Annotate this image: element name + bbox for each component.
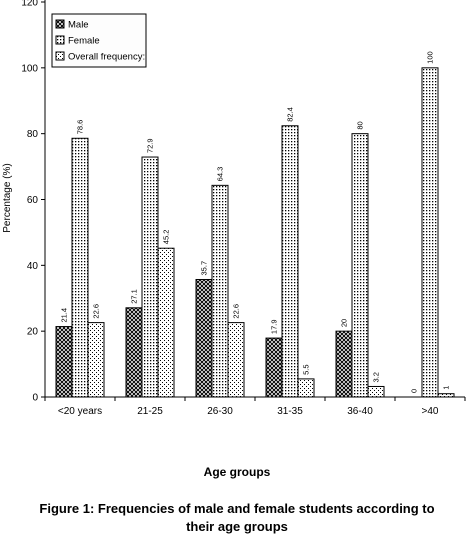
bar-value-label: 78.6 — [76, 120, 85, 135]
bar-value-label: 100 — [426, 51, 435, 64]
bar-value-label: 35.7 — [200, 261, 209, 276]
x-tick-label: 31-35 — [277, 406, 303, 417]
bar-value-label: 72.9 — [146, 138, 155, 153]
bar-value-label: 22.6 — [232, 304, 241, 319]
bar-value-label: 17.9 — [270, 319, 279, 334]
y-tick-label: 120 — [21, 0, 38, 9]
legend-entry: Male — [68, 20, 89, 31]
x-tick-label: 26-30 — [207, 406, 233, 417]
legend: Male Female Overall frequency: — [51, 13, 147, 68]
bars — [55, 67, 455, 398]
x-tick-label: <20 years — [58, 406, 102, 417]
x-tick-label: >40 — [422, 406, 439, 417]
bar-value-label: 3.2 — [372, 372, 381, 382]
legend-swatch — [55, 35, 65, 45]
bar-value-label: 1 — [442, 386, 451, 390]
bar-female — [71, 137, 89, 398]
y-tick-label: 0 — [32, 393, 38, 404]
data-labels: 21.4 27.1 35.7 17.9 20 0 78.6 72.9 64.3 82.4 80 100… — [60, 51, 451, 393]
caption-line-1: Figure 1: Frequencies of male and female… — [39, 501, 435, 516]
x-axis-title: Age groups — [204, 465, 271, 479]
y-axis-title: Percentage (%) — [2, 163, 13, 232]
bar-value-label: 80 — [356, 121, 365, 129]
legend-swatch — [55, 19, 65, 29]
bar-male — [335, 330, 353, 398]
bar-overall-frequency — [157, 247, 175, 398]
figure-caption: Figure 1: Frequencies of male and female… — [0, 500, 474, 536]
bar-female — [281, 125, 299, 398]
legend-swatch — [55, 51, 65, 61]
bar-male — [195, 278, 213, 398]
x-ticks: <20 years 21-25 26-30 31-35 36-40 >40 — [44, 397, 466, 417]
y-tick-label: 60 — [27, 195, 39, 206]
x-tick-label: 21-25 — [137, 406, 163, 417]
y-tick-label: 80 — [27, 129, 39, 140]
legend-frame — [51, 13, 147, 68]
x-tick-label: 36-40 — [347, 406, 373, 417]
bar-value-label: 82.4 — [286, 107, 295, 122]
bar-value-label: 64.3 — [216, 167, 225, 182]
bar-value-label: 21.4 — [60, 308, 69, 323]
bar-male — [125, 307, 143, 398]
caption-line-2: their age groups — [186, 519, 288, 534]
bar-value-label: 27.1 — [130, 289, 139, 304]
bar-value-label: 45.2 — [162, 230, 171, 245]
bar-overall-frequency — [87, 322, 105, 398]
bar-value-label: 5.5 — [302, 364, 311, 374]
y-tick-label: 100 — [21, 63, 38, 74]
bar-overall-frequency — [367, 385, 385, 398]
bar-value-label: 0 — [410, 389, 419, 393]
legend-entry: Overall frequency: — [68, 52, 145, 63]
bar-overall-frequency — [297, 378, 315, 398]
bar-female — [421, 67, 439, 398]
bar-value-label: 22.6 — [92, 304, 101, 319]
y-tick-label: 20 — [27, 327, 39, 338]
y-tick-label: 40 — [27, 261, 39, 272]
bar-overall-frequency — [227, 322, 245, 398]
bar-female — [141, 156, 159, 398]
bar-male — [55, 326, 73, 398]
bar-male — [265, 337, 283, 398]
bar-overall-frequency — [437, 393, 455, 398]
bar-female — [211, 184, 229, 398]
bar-value-label: 20 — [340, 319, 349, 327]
y-ticks: 0 20 40 60 80 100 120 — [21, 0, 45, 404]
legend-entry: Female — [68, 36, 100, 47]
bar-female — [351, 133, 369, 398]
